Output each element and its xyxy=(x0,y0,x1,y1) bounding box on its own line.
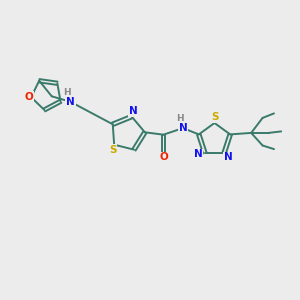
Text: N: N xyxy=(224,152,233,162)
Text: N: N xyxy=(66,97,75,107)
Text: N: N xyxy=(178,123,187,133)
Text: S: S xyxy=(109,145,116,155)
Text: H: H xyxy=(176,114,184,123)
Text: N: N xyxy=(194,149,203,159)
Text: N: N xyxy=(129,106,138,116)
Text: O: O xyxy=(159,152,168,163)
Text: O: O xyxy=(24,92,33,102)
Text: H: H xyxy=(63,88,70,97)
Text: S: S xyxy=(211,112,218,122)
